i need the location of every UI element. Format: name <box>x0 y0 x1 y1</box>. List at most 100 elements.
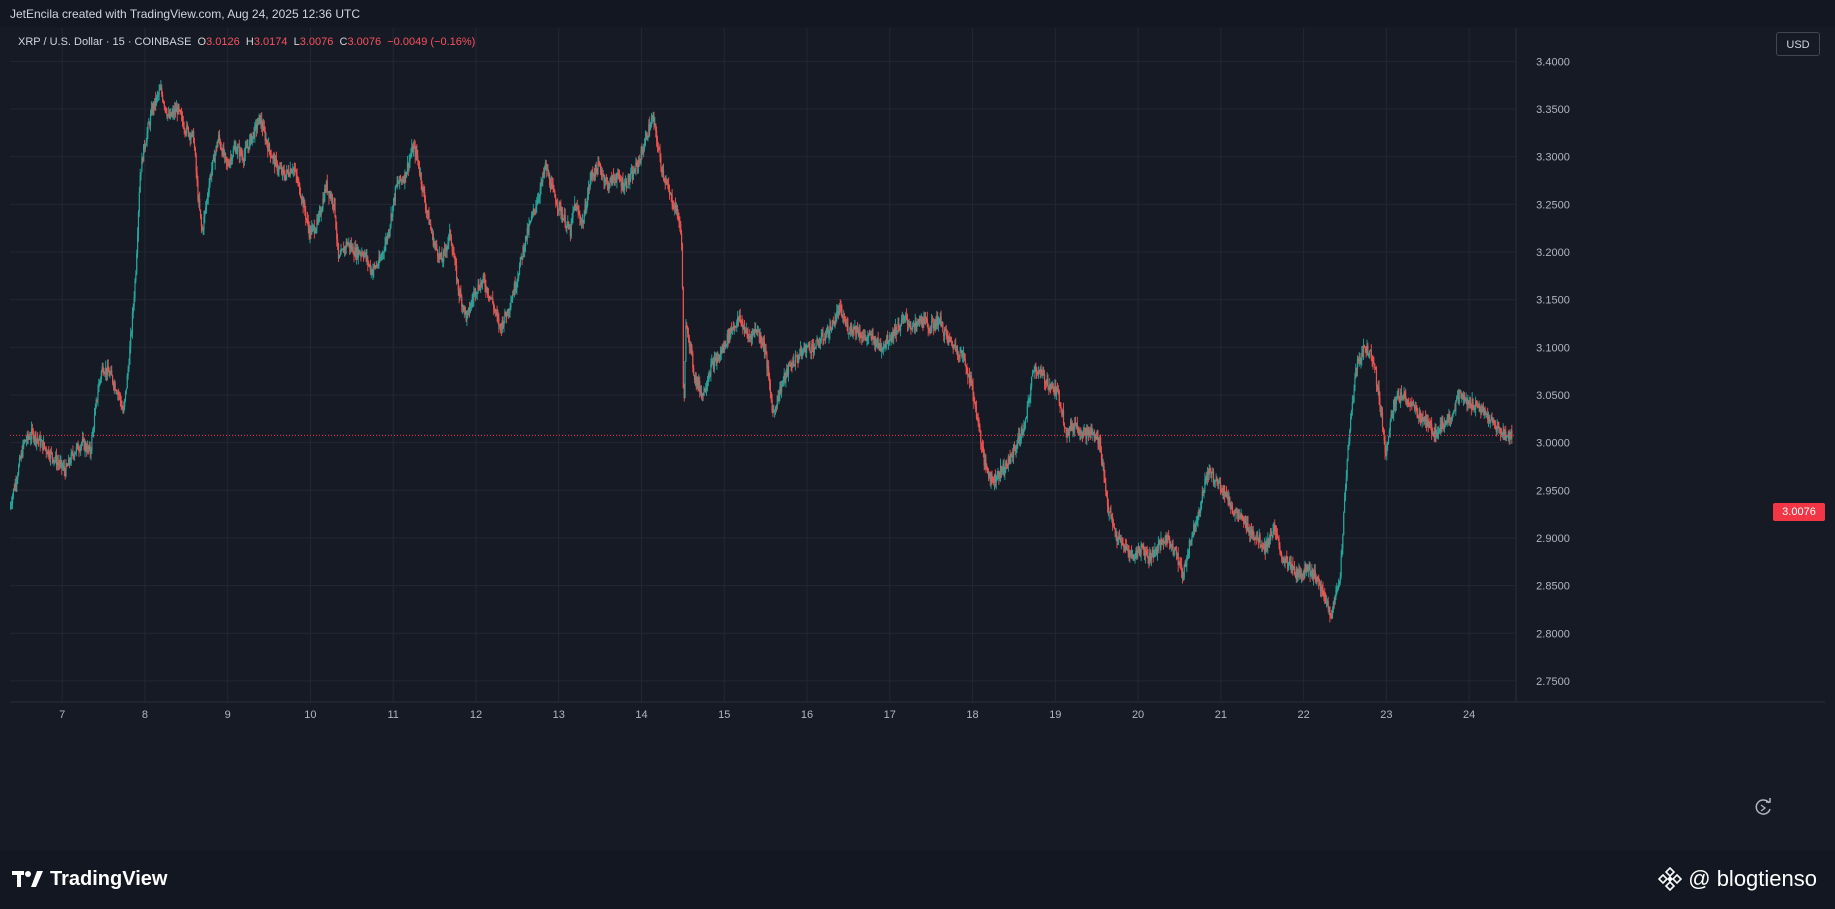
candle-body <box>1343 498 1346 513</box>
candle-body <box>912 323 915 326</box>
candle-body <box>1462 394 1464 400</box>
candle-body <box>188 133 190 136</box>
candle-body <box>965 365 967 369</box>
symbol-name[interactable]: XRP / U.S. Dollar · 15 · COINBASE <box>18 36 192 48</box>
candle-body <box>649 123 651 130</box>
candle-body <box>1467 400 1469 405</box>
candle-body <box>462 305 464 307</box>
candle-body <box>1262 545 1264 548</box>
candle-body <box>252 131 254 137</box>
candle-body <box>1071 422 1073 431</box>
candle-body <box>1382 427 1384 431</box>
candle-body <box>1409 405 1411 407</box>
candle-body <box>843 317 846 321</box>
candle-body <box>1492 419 1494 423</box>
candle-body <box>903 316 905 320</box>
candle-body <box>729 329 731 338</box>
candle-body <box>663 177 665 180</box>
candle-body <box>1190 541 1192 542</box>
candle-body <box>718 354 720 361</box>
candle-body <box>126 375 128 389</box>
tradingview-logo[interactable]: TradingView <box>12 867 167 891</box>
candle-body <box>617 172 619 177</box>
candle-body <box>233 147 235 150</box>
price-chart[interactable]: 3.40003.35003.30003.25003.20003.15003.10… <box>10 28 1825 848</box>
candle-body <box>687 333 690 338</box>
candle-body <box>1112 517 1114 526</box>
candle-body <box>714 357 716 359</box>
candle-body <box>1464 399 1466 401</box>
candle-body <box>94 406 96 416</box>
candle-body <box>1368 351 1371 356</box>
candle-body <box>802 350 804 352</box>
candle-body <box>70 453 72 463</box>
candle-body <box>647 136 649 139</box>
candle-body <box>1183 565 1185 578</box>
candle-body <box>1134 556 1136 559</box>
candle-body <box>601 174 603 176</box>
candle-body <box>1229 498 1231 506</box>
candle-body <box>780 386 782 393</box>
candle-body <box>371 269 373 275</box>
candle-body <box>1362 353 1364 358</box>
candle-body <box>876 337 878 345</box>
candle-body <box>468 307 471 312</box>
candle-body <box>474 289 476 294</box>
candle-body <box>247 146 249 148</box>
candle-body <box>885 342 887 345</box>
candle-body <box>1236 511 1238 513</box>
candle-body <box>236 151 238 154</box>
candle-body <box>364 252 366 255</box>
candle-body <box>1489 419 1491 423</box>
candle-body <box>367 256 369 264</box>
candle-body <box>387 233 390 237</box>
candle-body <box>258 115 260 119</box>
candle-body <box>1076 422 1078 430</box>
candle-body <box>1240 514 1242 518</box>
candle-body <box>1404 392 1406 396</box>
candle-body <box>1222 485 1224 492</box>
candle-body <box>330 193 332 199</box>
candle-body <box>655 130 658 141</box>
candle-body <box>504 311 506 322</box>
candle-body <box>261 118 263 127</box>
candle-body <box>1373 362 1375 364</box>
y-tick-label: 2.9500 <box>1536 485 1570 497</box>
candle-body <box>229 160 231 166</box>
candle-body <box>593 174 596 177</box>
candle-body <box>1447 417 1449 420</box>
candle-body <box>1353 390 1355 402</box>
candle-body <box>1398 395 1400 399</box>
candle-body <box>1085 429 1087 439</box>
refresh-icon[interactable] <box>1752 796 1774 818</box>
candle-body <box>416 149 418 156</box>
candle-body <box>1412 402 1414 404</box>
candle-body <box>105 367 108 375</box>
candle-body <box>705 387 708 389</box>
candle-body <box>440 253 442 257</box>
candle-body <box>496 311 498 316</box>
candle-body <box>393 197 395 206</box>
candle-body <box>357 250 359 258</box>
candle-body <box>1263 544 1265 549</box>
candle-body <box>1188 540 1190 555</box>
candle-body <box>255 123 257 125</box>
candle-body <box>291 171 293 173</box>
candle-body <box>1497 425 1499 427</box>
candle-body <box>127 368 129 376</box>
candle-body <box>758 329 760 337</box>
candle-body <box>1099 437 1101 446</box>
currency-button[interactable]: USD <box>1776 32 1820 56</box>
chart-area[interactable]: 3.4000 3.3500 3.3000 3.2500 3.2000 3.1500 3.10… <box>10 28 1825 848</box>
candle-body <box>22 443 24 457</box>
candle-body <box>1257 538 1259 543</box>
candle-body <box>1455 401 1457 412</box>
candle-body <box>1010 455 1012 463</box>
candle-body <box>1062 409 1065 424</box>
candle-body <box>315 228 317 232</box>
candle-body <box>399 175 402 181</box>
candle-body <box>1035 366 1037 373</box>
candle-body <box>1184 563 1186 566</box>
candle-body <box>290 169 292 173</box>
candle-body <box>623 189 625 191</box>
